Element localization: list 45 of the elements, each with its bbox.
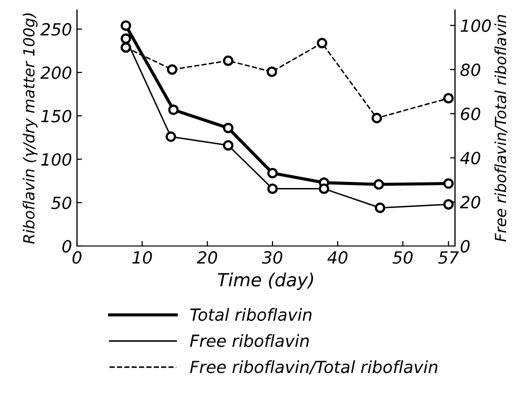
x-axis-title: Time (day) <box>218 272 314 290</box>
point <box>443 92 454 104</box>
legend-label: Free riboflavin <box>190 334 309 348</box>
point <box>166 64 178 75</box>
x-tick-label: 0 <box>72 251 82 264</box>
x-tick-label: 57 <box>438 251 459 264</box>
y2-tick-label: 40 <box>460 152 480 164</box>
y-tick-label: 150 <box>41 110 72 122</box>
point <box>166 131 176 142</box>
x-tick-label: 30 <box>262 251 282 264</box>
point <box>443 199 454 210</box>
y-tick-label: 50 <box>51 196 72 210</box>
point <box>120 33 132 44</box>
point <box>316 38 328 48</box>
y-tick-label: 100 <box>41 153 72 166</box>
x-tick-label: 40 <box>327 251 348 264</box>
y-tick-label: 0 <box>62 240 72 253</box>
point <box>222 55 234 66</box>
point <box>168 104 179 116</box>
point <box>120 20 132 31</box>
point <box>120 42 132 53</box>
legend-label: Free riboflavin/Total riboflavin <box>190 360 438 375</box>
x-tick-label: 10 <box>132 251 152 264</box>
point <box>374 202 386 214</box>
point <box>443 178 454 189</box>
y-tick-label: 250 <box>40 23 72 36</box>
point <box>373 179 384 190</box>
point <box>266 66 278 78</box>
legend-label: Total riboflavin <box>190 308 312 321</box>
x-tick-label: 50 <box>392 251 413 264</box>
y-tick-label: 200 <box>40 66 72 80</box>
point <box>372 112 382 124</box>
point <box>267 183 278 194</box>
point <box>318 183 330 194</box>
y2-tick-label: 60 <box>460 108 480 120</box>
point <box>222 122 234 134</box>
y2-tick-label: 100 <box>460 19 491 32</box>
point <box>267 168 278 178</box>
y2-axis-title: Free riboflavin/Total riboflavin <box>494 14 508 242</box>
y2-tick-label: 20 <box>460 196 480 208</box>
y2-tick-label: 0 <box>460 240 470 253</box>
point <box>222 140 234 151</box>
y-axis-title: Riboflavin (γ/dry matter 100g) <box>22 13 38 244</box>
y2-tick-label: 80 <box>460 64 480 76</box>
x-tick-label: 20 <box>196 251 218 264</box>
